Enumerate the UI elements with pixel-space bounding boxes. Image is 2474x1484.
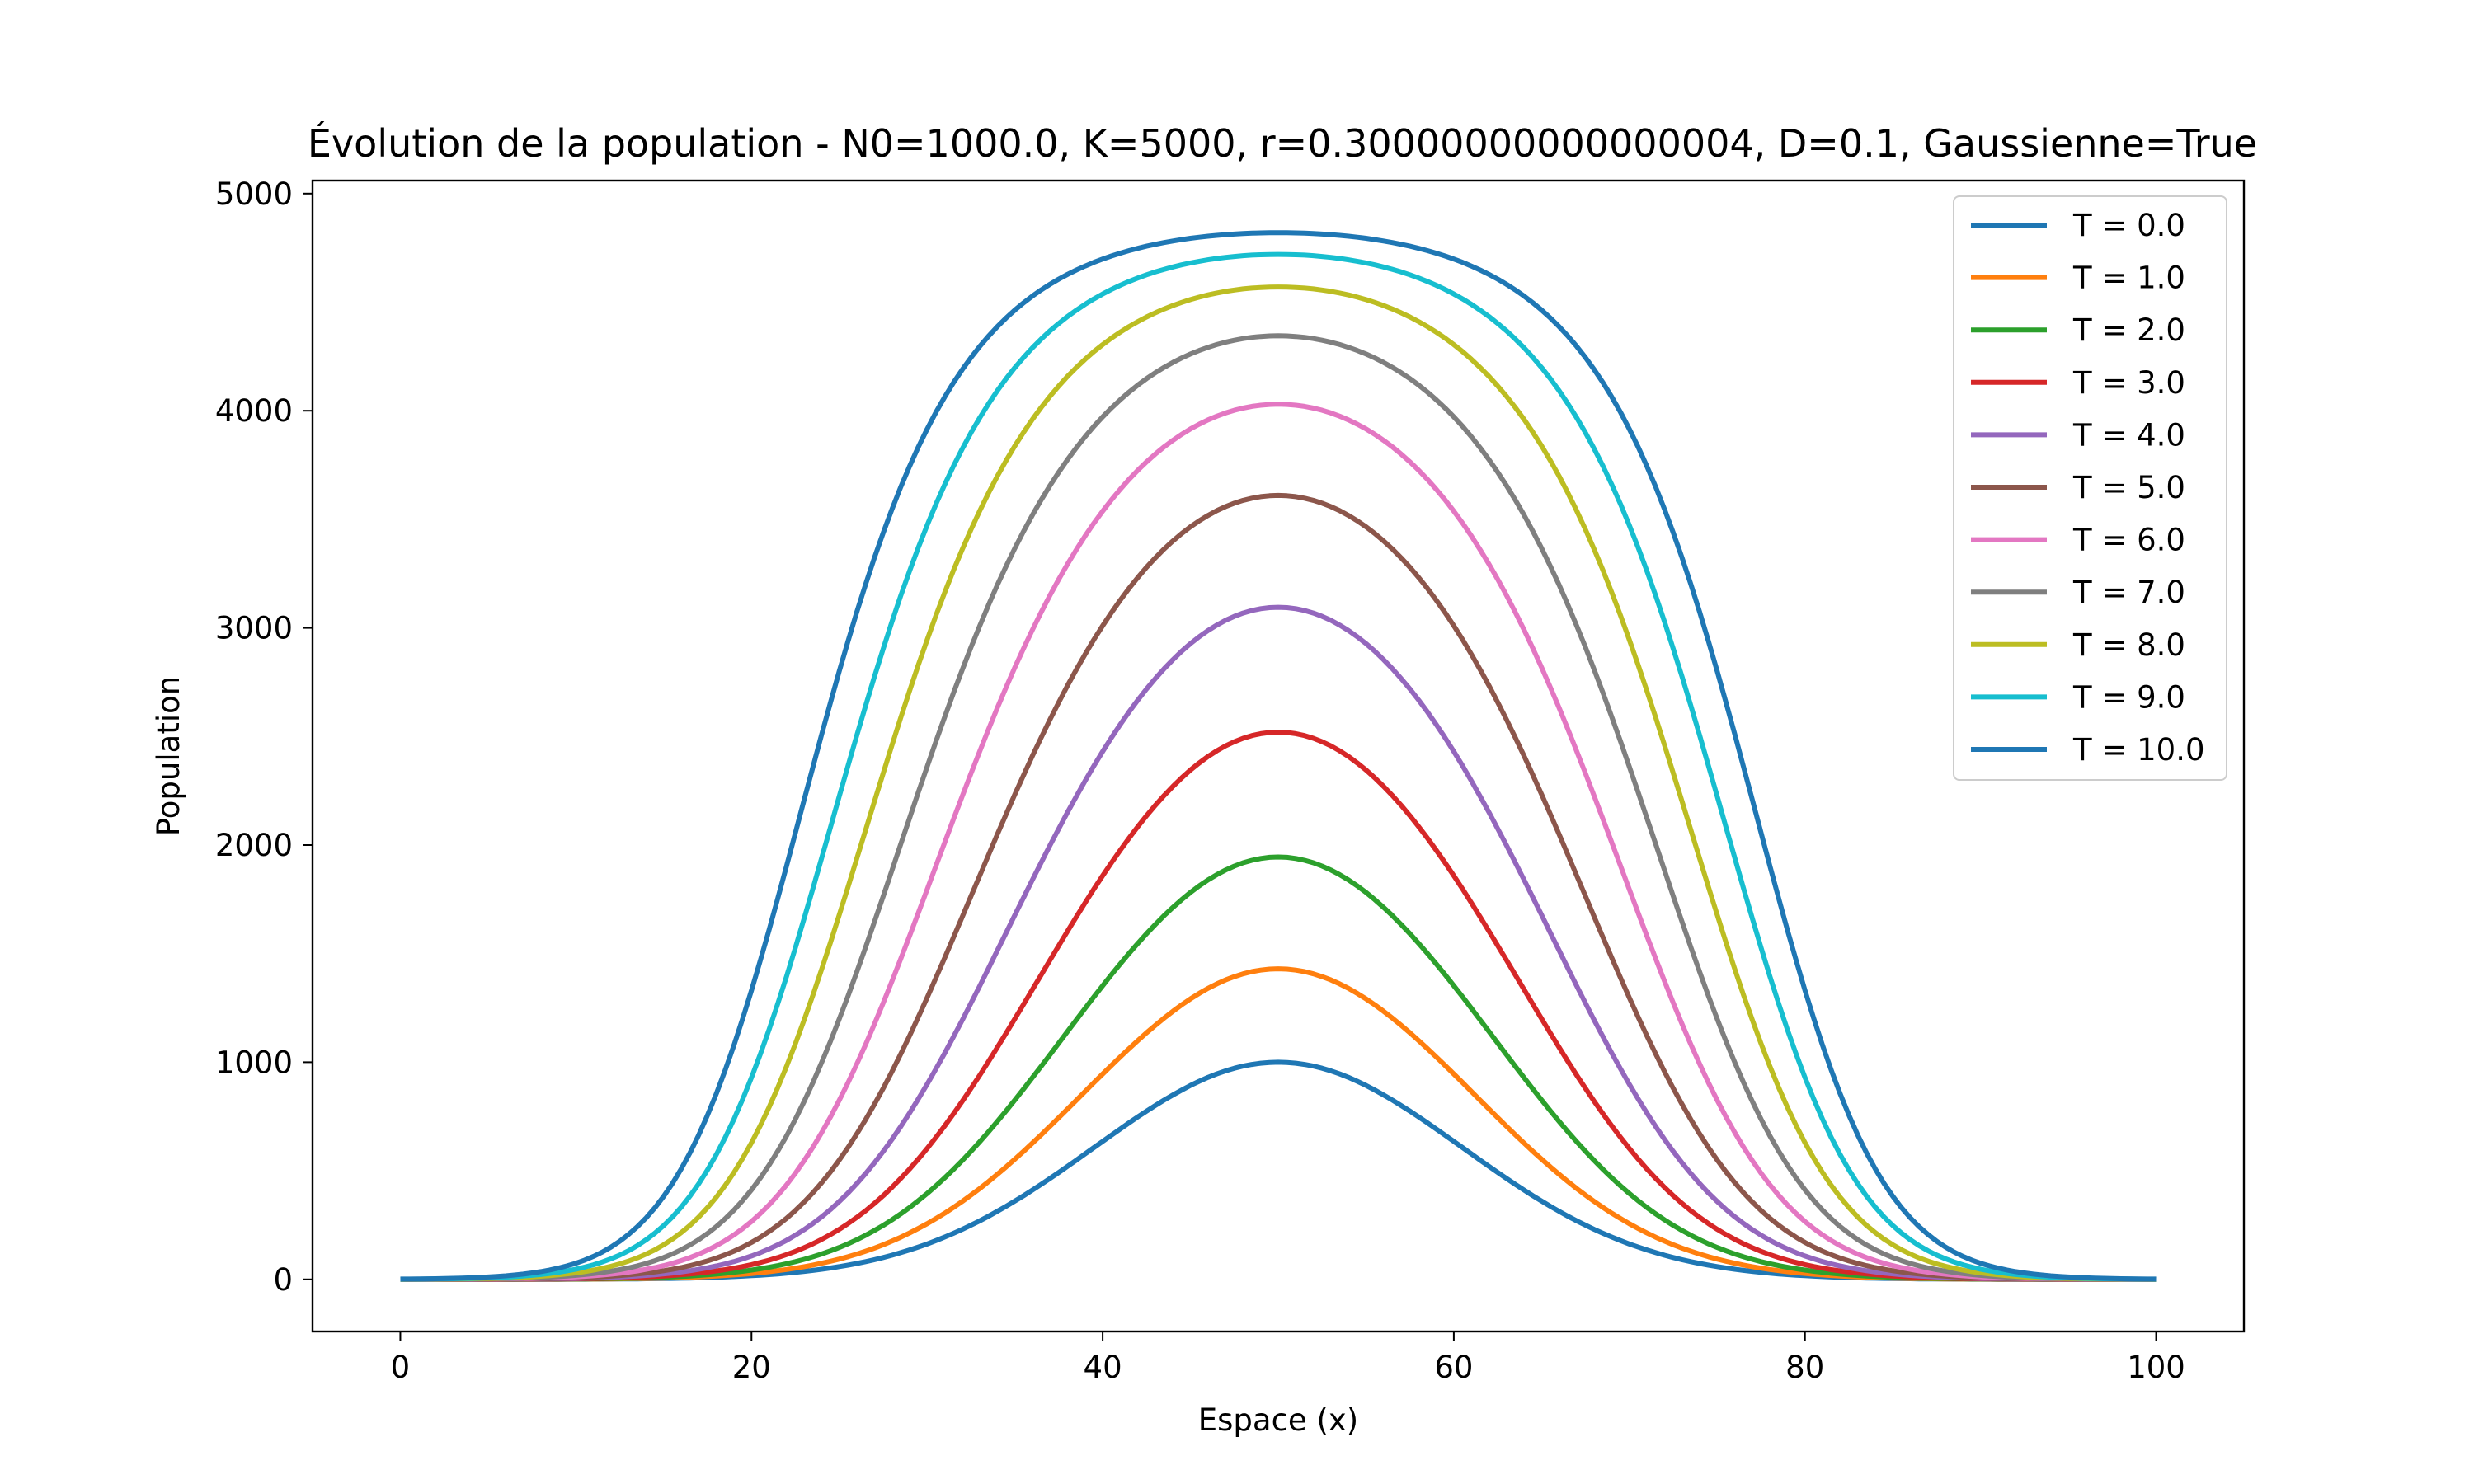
legend-items: T = 0.0 T = 1.0 T = 2.0 T = 3.0 T = 4.0 T = 5… bbox=[1971, 208, 2205, 768]
legend-label: T = 1.0 bbox=[2072, 261, 2185, 296]
series-line bbox=[400, 604, 2157, 1282]
y-tick-label: 2000 bbox=[215, 828, 293, 863]
x-tick-label: 100 bbox=[2127, 1350, 2185, 1385]
series-line bbox=[400, 730, 2157, 1282]
legend-label: T = 8.0 bbox=[2072, 627, 2185, 663]
series-line bbox=[400, 402, 2157, 1282]
legend-label: T = 5.0 bbox=[2072, 470, 2185, 505]
legend-label: T = 2.0 bbox=[2072, 312, 2185, 348]
y-tick-label: 0 bbox=[273, 1262, 293, 1298]
x-tick-label: 40 bbox=[1084, 1350, 1122, 1385]
series-line bbox=[400, 230, 2157, 1282]
series-line bbox=[400, 284, 2157, 1282]
x-tick-label: 80 bbox=[1785, 1350, 1824, 1385]
series-layer bbox=[400, 230, 2157, 1282]
y-tick-label: 1000 bbox=[215, 1045, 293, 1080]
x-axis: 0 20 40 60 80 100 bbox=[391, 1331, 2185, 1385]
chart-title: Évolution de la population - N0=1000.0, … bbox=[308, 121, 2257, 166]
series-line bbox=[400, 251, 2157, 1282]
series-line bbox=[400, 492, 2157, 1282]
series-line bbox=[400, 333, 2157, 1282]
y-tick-label: 4000 bbox=[215, 393, 293, 429]
legend-label: T = 3.0 bbox=[2072, 365, 2185, 401]
legend-label: T = 4.0 bbox=[2072, 417, 2185, 453]
legend-label: T = 7.0 bbox=[2072, 575, 2185, 610]
legend-label: T = 6.0 bbox=[2072, 523, 2185, 558]
y-axis-label: Population bbox=[151, 676, 186, 836]
legend-label: T = 0.0 bbox=[2072, 208, 2185, 243]
legend-label: T = 9.0 bbox=[2072, 679, 2185, 715]
x-tick-label: 0 bbox=[391, 1350, 411, 1385]
x-axis-label: Espace (x) bbox=[1198, 1402, 1358, 1438]
y-tick-label: 5000 bbox=[215, 176, 293, 212]
x-tick-label: 60 bbox=[1434, 1350, 1473, 1385]
y-tick-label: 3000 bbox=[215, 611, 293, 646]
y-axis: 0 1000 2000 3000 4000 5000 bbox=[215, 176, 313, 1298]
legend-frame bbox=[1953, 195, 2227, 781]
plot-frame bbox=[311, 179, 2246, 1333]
x-tick-label: 20 bbox=[732, 1350, 771, 1385]
legend-label: T = 10.0 bbox=[2072, 732, 2205, 768]
legend: T = 0.0 T = 1.0 T = 2.0 T = 3.0 T = 4.0 T = 5… bbox=[1953, 195, 2227, 781]
